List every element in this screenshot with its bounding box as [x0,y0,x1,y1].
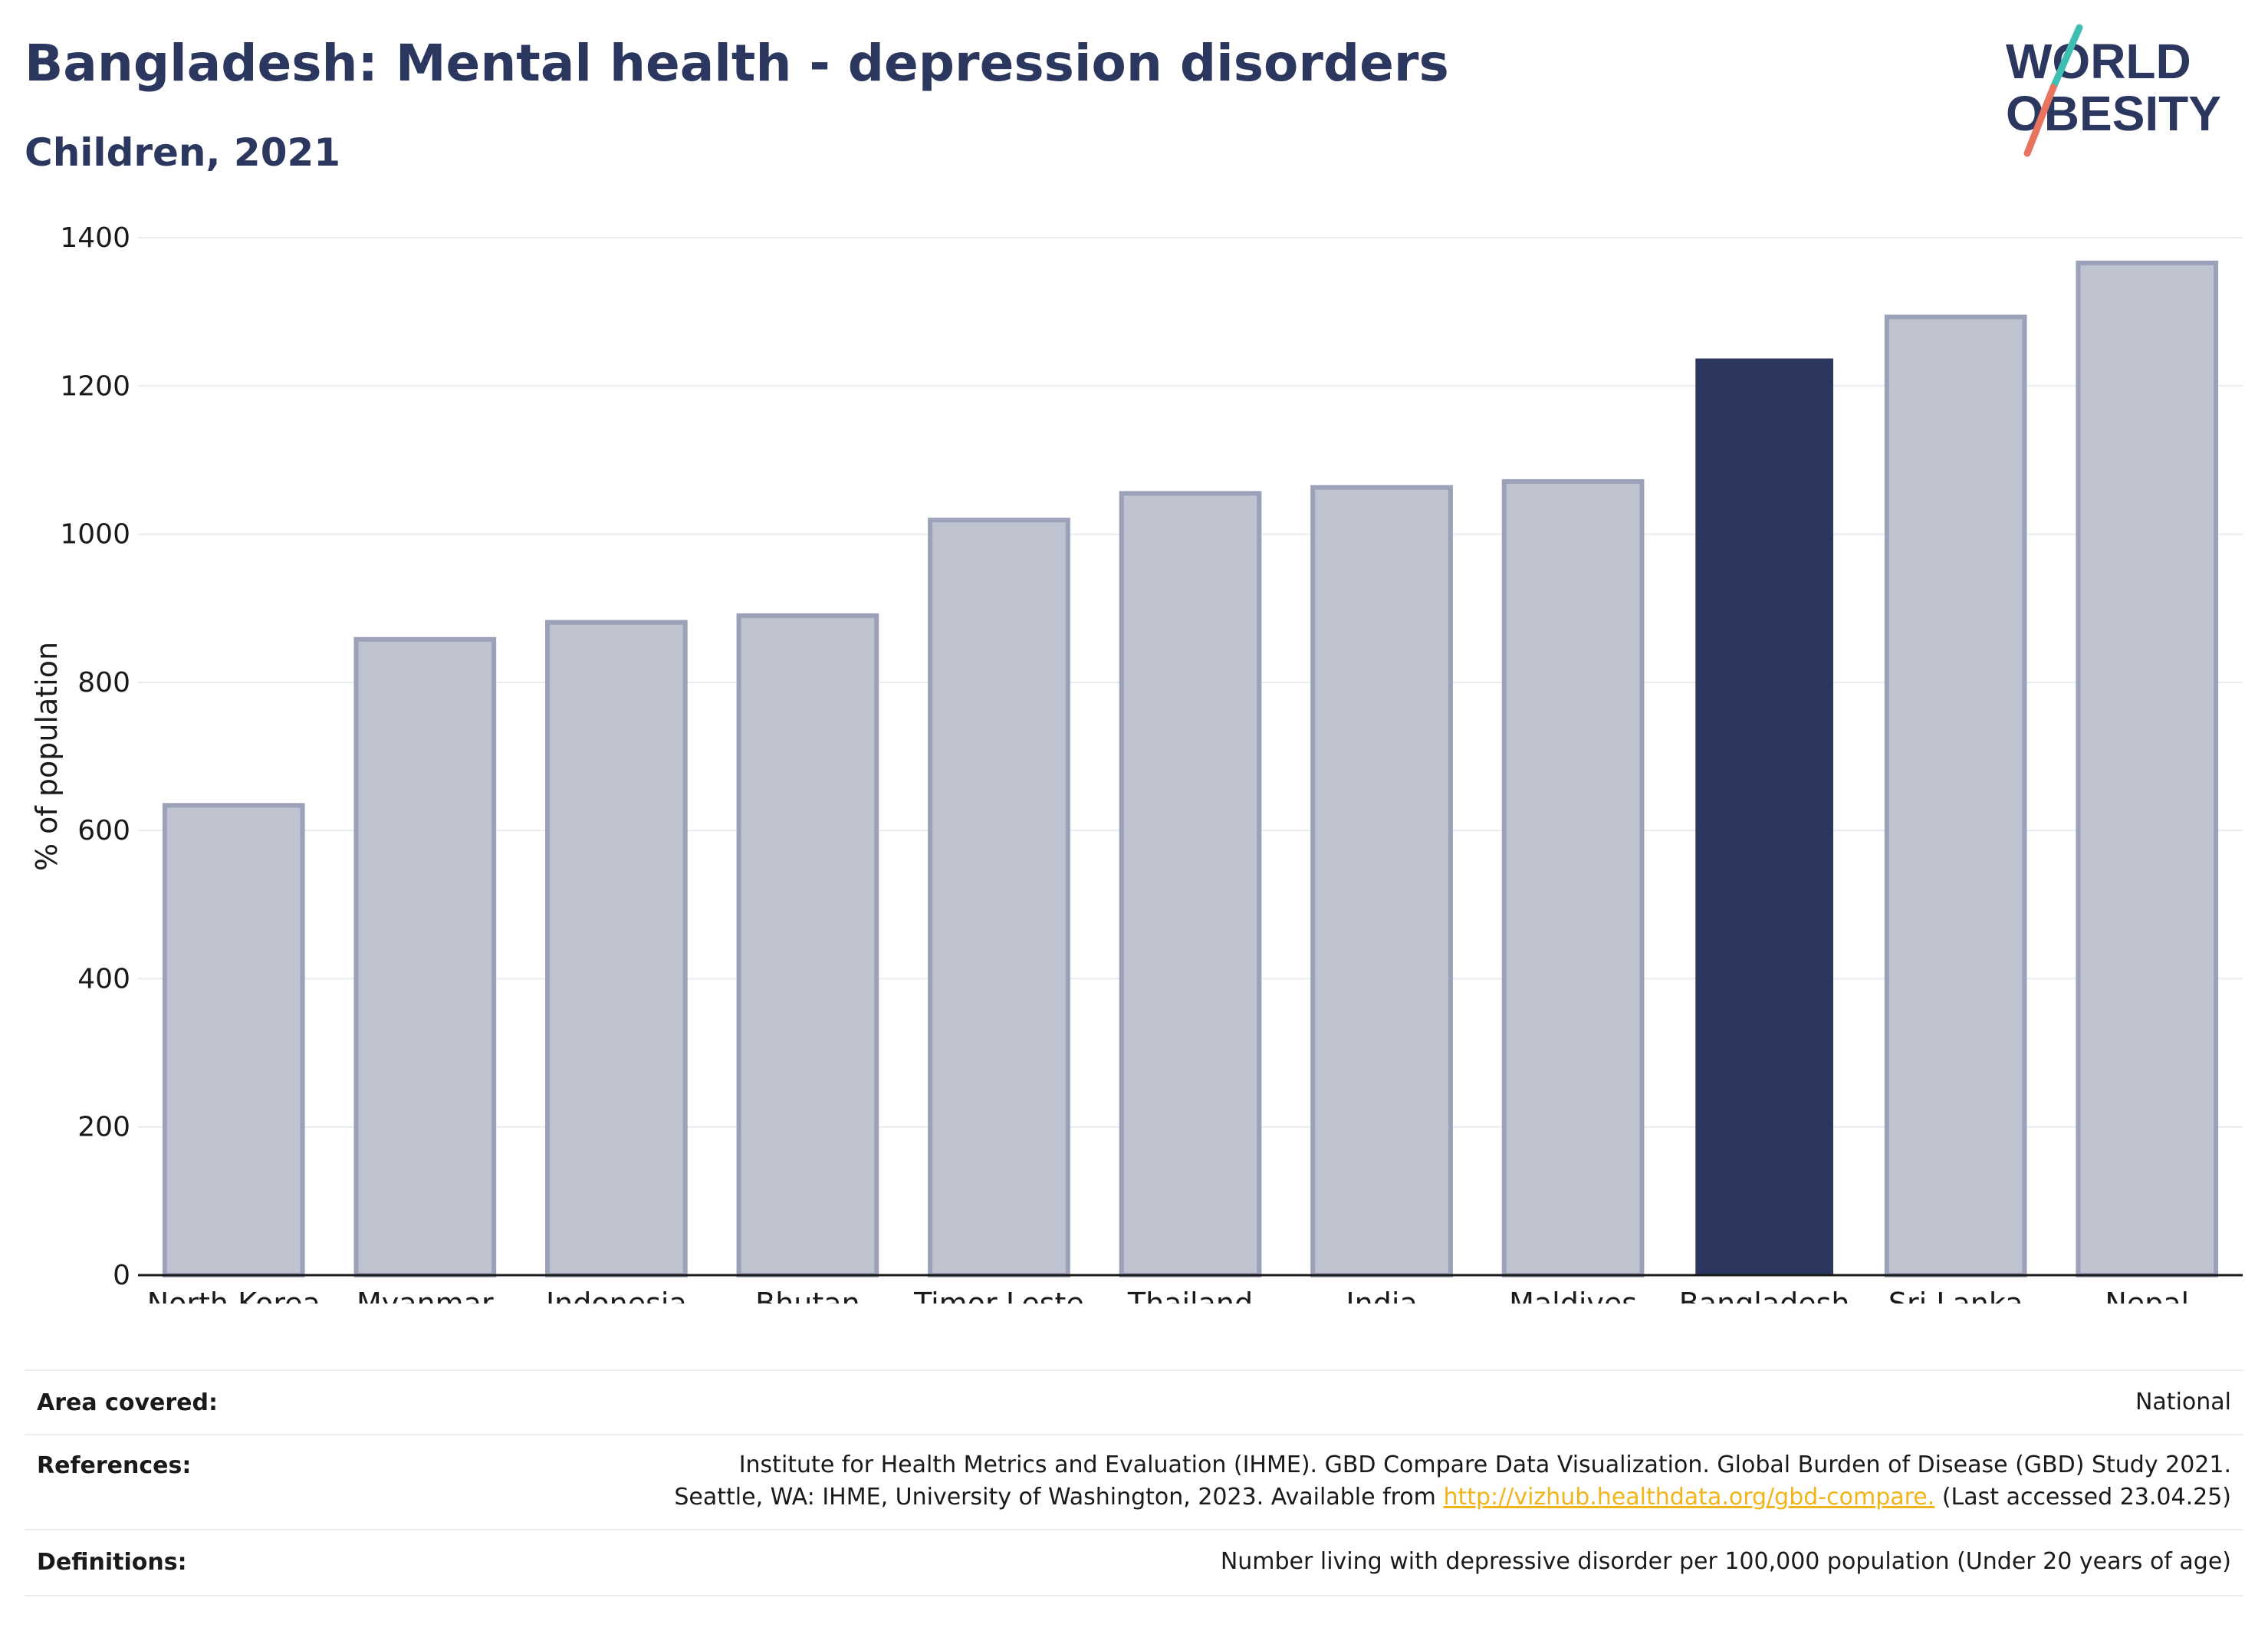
bar-thailand [1119,491,1262,1277]
area-covered-label: Area covered: [37,1389,218,1416]
references-line-2: Seattle, WA: IHME, University of Washing… [674,1481,2231,1514]
definitions-label: Definitions: [37,1549,187,1576]
bar-maldives [1501,478,1645,1278]
meta-row-area: Area covered: National [25,1369,2243,1434]
bar-myanmar [353,636,497,1277]
y-tick-label: 200 [77,1112,130,1143]
chart-title: Bangladesh: Mental health - depression d… [25,34,1449,93]
meta-row-definitions: Definitions: Number living with depressi… [25,1529,2243,1595]
bar-nepal [2076,260,2219,1278]
y-tick-label: 1000 [60,519,130,551]
bar-bhutan [736,613,879,1277]
x-tick-label: Sri Lanka [1888,1287,2023,1304]
bar-india [1310,485,1453,1278]
y-tick-label: 800 [77,667,130,699]
bar-bangladesh [1695,358,1833,1276]
metadata-table: Area covered: National References: Insti… [25,1369,2243,1599]
x-tick-label: North Korea [147,1287,320,1304]
x-tick-label: Bangladesh [1679,1287,1850,1304]
x-tick-label: Thailand [1127,1287,1253,1304]
bar-north-korea [162,803,305,1277]
x-tick-label: Maldives [1509,1287,1637,1304]
chart-subtitle: Children, 2021 [25,130,341,175]
x-tick-label: Timor-Leste [913,1287,1084,1304]
x-tick-label: Indonesia [546,1287,687,1304]
references-line-2-suffix: (Last accessed 23.04.25) [1934,1484,2231,1511]
y-tick-label: 1400 [60,222,130,254]
references-value: Institute for Health Metrics and Evaluat… [674,1449,2231,1514]
references-label: References: [37,1452,192,1479]
y-tick-label: 400 [77,963,130,995]
x-tick-label: India [1346,1287,1417,1304]
definitions-value: Number living with depressive disorder p… [1220,1548,2231,1575]
bar-chart: 0 200 400 600 800 1000 1200 1400 % of population… [30,222,2243,1304]
logo-slash-coral [2023,84,2057,157]
world-obesity-logo: WORLD OBESITY [2006,24,2221,157]
y-tick-label: 1200 [60,370,130,402]
references-line-1: Institute for Health Metrics and Evaluat… [738,1452,2231,1478]
y-tick-label: 600 [77,815,130,847]
logo-slash-teal [2049,24,2083,91]
x-tick-label: Myanmar [357,1287,494,1304]
meta-row-references: References: Institute for Health Metrics… [25,1434,2243,1529]
y-axis-label: % of population [30,642,64,871]
references-link[interactable]: http://vizhub.healthdata.org/gbd-compare… [1443,1484,1935,1511]
area-covered-value: National [2135,1389,2231,1415]
bar-timor-leste [928,518,1070,1277]
x-tick-label: Bhutan [755,1287,860,1304]
y-tick-label: 0 [113,1260,130,1291]
bar-sri-lanka [1884,314,2027,1278]
bar-indonesia [545,620,688,1277]
logo-text-world: WORLD [2006,34,2191,89]
references-line-2-prefix: Seattle, WA: IHME, University of Washing… [674,1484,1444,1511]
x-tick-label: Nepal [2105,1287,2189,1304]
meta-bottom-rule [25,1595,2243,1596]
